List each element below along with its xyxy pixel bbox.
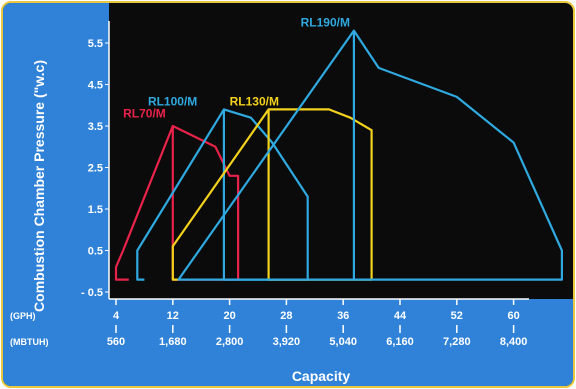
x-tick-label: 1,680 <box>159 336 187 348</box>
x-tick-label: 28 <box>280 310 292 322</box>
x-tick-label: 52 <box>451 310 463 322</box>
y-tick-label: 3.5 <box>88 121 103 133</box>
y-tick-label: - 0.5 <box>81 287 103 299</box>
x-axis-label: Capacity <box>292 368 351 384</box>
x-tick-label: 7,280 <box>443 336 471 348</box>
x-tick-label: 44 <box>394 310 407 322</box>
x-tick-label: 2,800 <box>216 336 244 348</box>
plot-area <box>109 17 571 295</box>
x-axis-panel <box>3 299 573 386</box>
y-tick-label: 5.5 <box>88 38 103 50</box>
y-tick-label: 4.5 <box>88 80 103 92</box>
series-label: RL190/M <box>301 15 350 29</box>
series-outline-rl190m <box>177 29 564 281</box>
x-tick-label: 60 <box>507 310 519 322</box>
x-tick-label: 20 <box>223 310 235 322</box>
series-label: RL70/M <box>123 107 166 121</box>
x-tick-label: 5,040 <box>329 336 357 348</box>
burner-operating-range-chart: Combustion Chamber Pressure ("w.c) Capac… <box>3 3 573 386</box>
x-unit-label: (MBTUH) <box>10 337 49 347</box>
x-tick-label: 36 <box>337 310 349 322</box>
x-unit-label: (GPH) <box>10 311 36 321</box>
series-label: RL130/M <box>230 94 279 108</box>
y-tick-label: 0.5 <box>88 246 103 258</box>
y-tick-label: 2.5 <box>88 163 103 175</box>
x-tick-label: 12 <box>167 310 179 322</box>
x-tick-label: 6,160 <box>386 336 414 348</box>
y-axis-label: Combustion Chamber Pressure ("w.c) <box>31 60 47 312</box>
y-tick-label: 1.5 <box>88 204 103 216</box>
x-tick-label: 560 <box>107 336 125 348</box>
series-label: RL100/M <box>148 94 197 108</box>
y-axis-panel <box>3 3 109 304</box>
x-tick-label: 3,920 <box>273 336 301 348</box>
x-tick-label: 4 <box>113 310 120 322</box>
x-tick-label: 8,400 <box>500 336 528 348</box>
